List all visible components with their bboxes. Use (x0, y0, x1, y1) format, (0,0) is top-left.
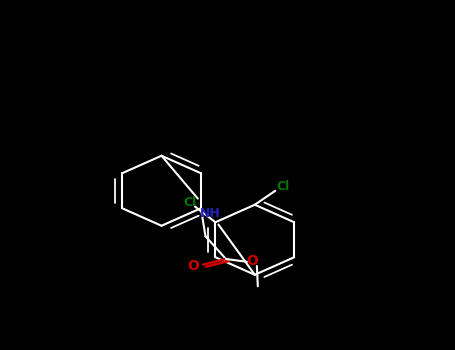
Text: O: O (247, 254, 258, 268)
Text: O: O (187, 259, 199, 273)
Text: Cl: Cl (276, 180, 290, 193)
Text: Cl: Cl (184, 196, 197, 210)
Text: NH: NH (200, 207, 221, 220)
